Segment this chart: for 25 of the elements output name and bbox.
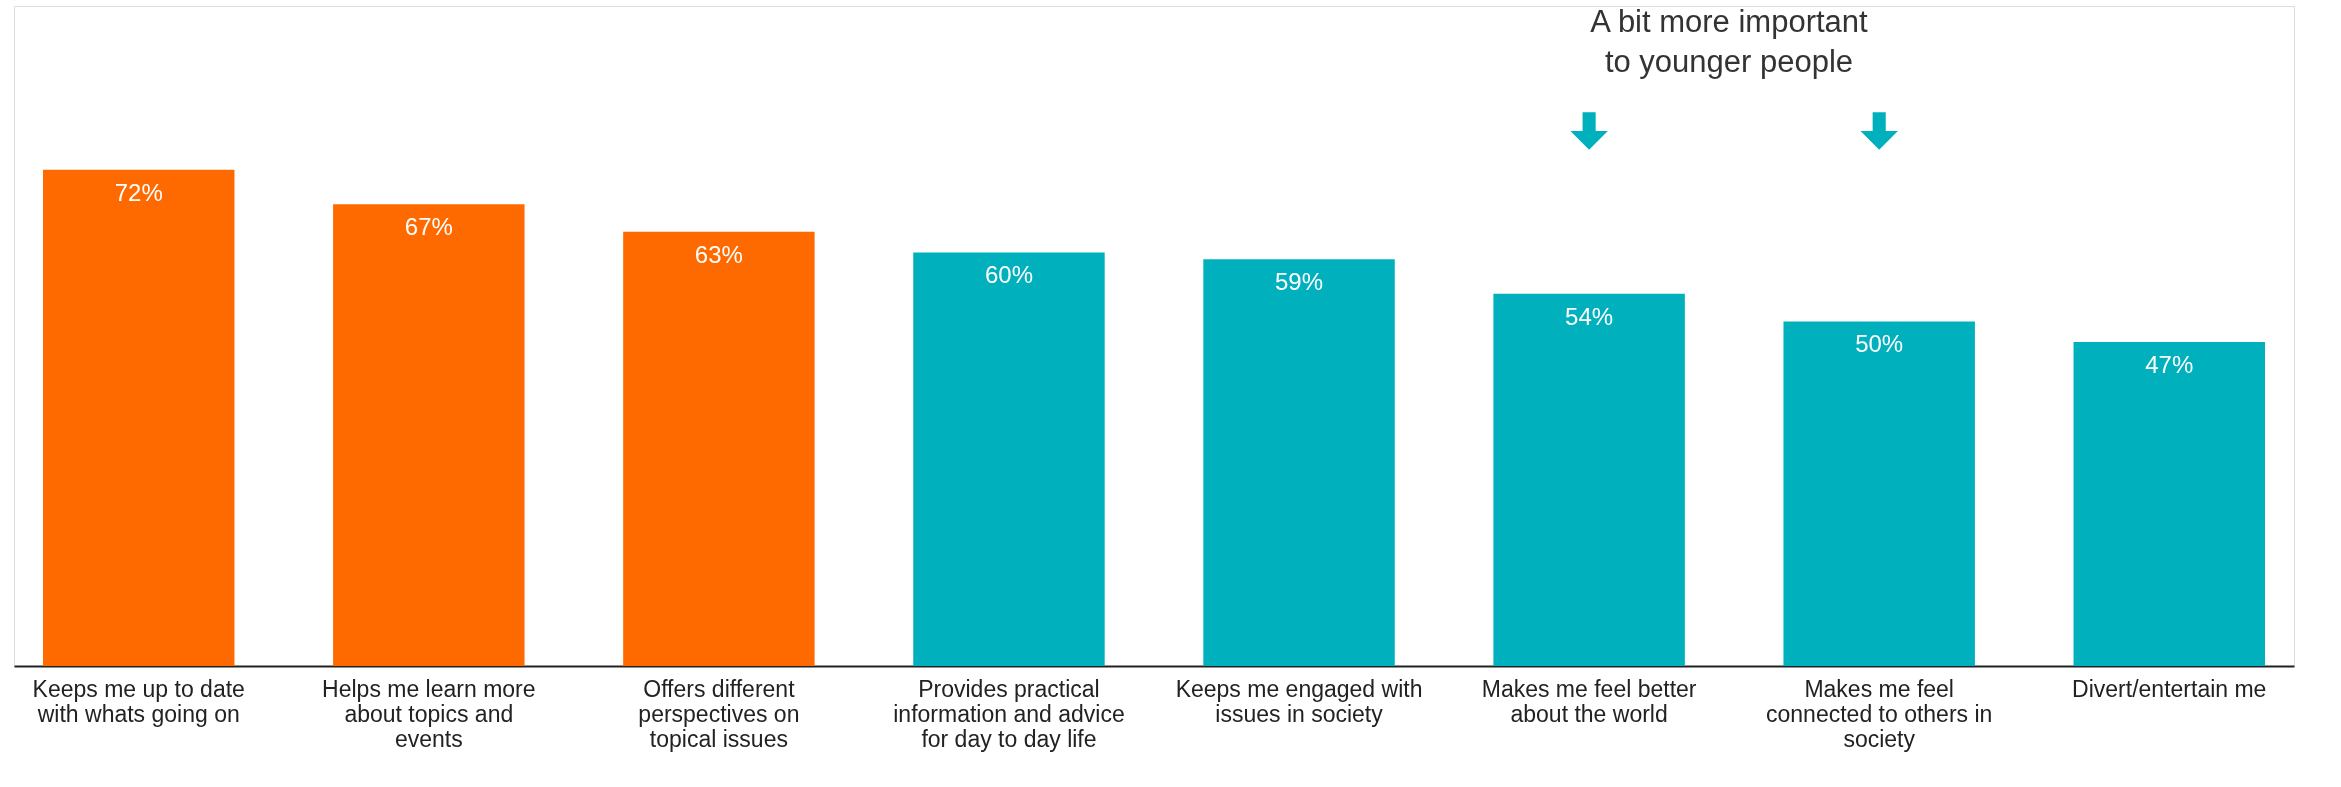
data-label: 50% — [1855, 330, 1904, 358]
x-tick-label: Helps me learn more about topics and events — [322, 675, 536, 752]
x-tick-label: Offers different perspectives on topical issues — [638, 675, 800, 752]
bar — [2073, 342, 2265, 666]
x-tick-label: Divert/entertain me — [2072, 675, 2267, 702]
bar — [43, 169, 235, 666]
data-label: 60% — [984, 261, 1033, 289]
data-label: 47% — [2145, 351, 2194, 379]
x-tick-label: Makes me feel connected to others in society — [1766, 675, 1993, 752]
data-label: 59% — [1275, 268, 1324, 296]
data-label: 54% — [1565, 302, 1614, 330]
data-label: 63% — [694, 240, 743, 268]
data-label: 72% — [114, 178, 163, 206]
bar — [913, 252, 1105, 666]
bar — [623, 231, 815, 666]
x-tick-label: Makes me feel better about the world — [1481, 675, 1697, 727]
text: A bit more important to younger people — [1590, 4, 1869, 79]
data-label: 67% — [404, 213, 453, 241]
bar — [1203, 259, 1395, 666]
bar — [1783, 321, 1975, 666]
x-tick-label: Provides practical information and advice for day to day life — [893, 675, 1125, 752]
x-tick-label: Keeps me engaged with issues in society — [1175, 675, 1423, 727]
x-tick-label: Keeps me up to date with whats going on — [32, 675, 245, 727]
bar — [333, 204, 525, 666]
bar — [1493, 293, 1685, 666]
